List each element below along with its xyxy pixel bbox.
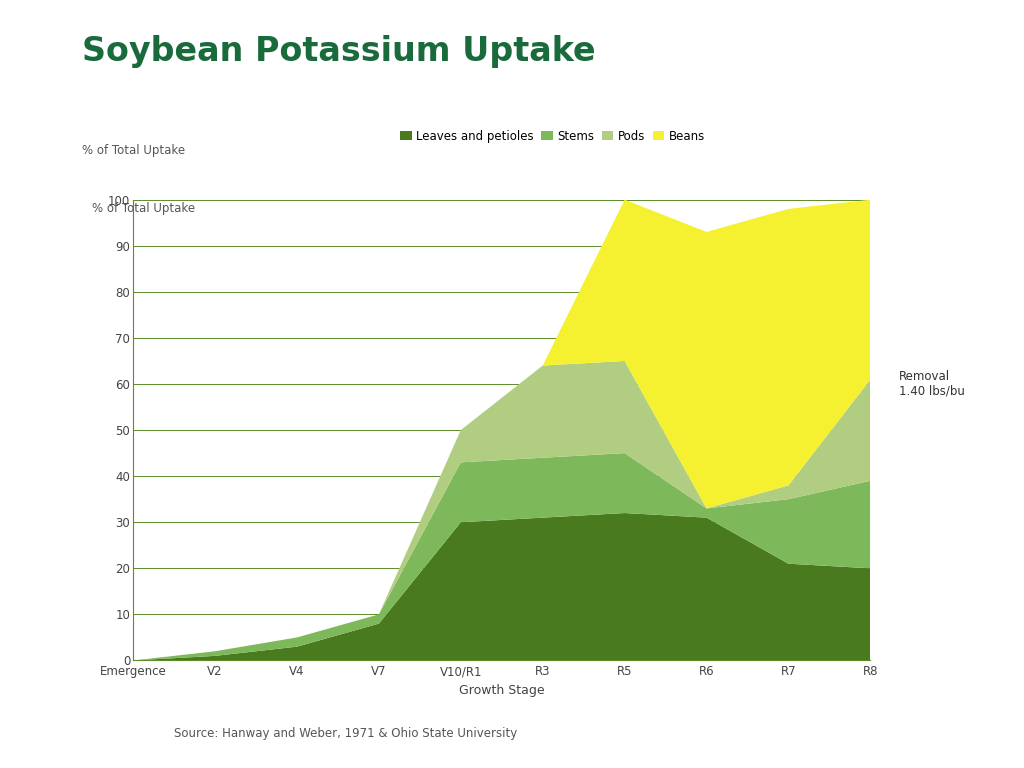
Text: Soybean Potassium Uptake: Soybean Potassium Uptake	[82, 35, 596, 68]
Legend: Leaves and petioles, Stems, Pods, Beans: Leaves and petioles, Stems, Pods, Beans	[395, 125, 710, 147]
X-axis label: Growth Stage: Growth Stage	[459, 684, 545, 697]
Text: % of Total Uptake: % of Total Uptake	[82, 144, 185, 157]
Text: % of Total Uptake: % of Total Uptake	[92, 202, 196, 215]
Text: Removal
1.40 lbs/bu: Removal 1.40 lbs/bu	[899, 370, 965, 398]
Text: Source: Hanway and Weber, 1971 & Ohio State University: Source: Hanway and Weber, 1971 & Ohio St…	[174, 727, 517, 740]
